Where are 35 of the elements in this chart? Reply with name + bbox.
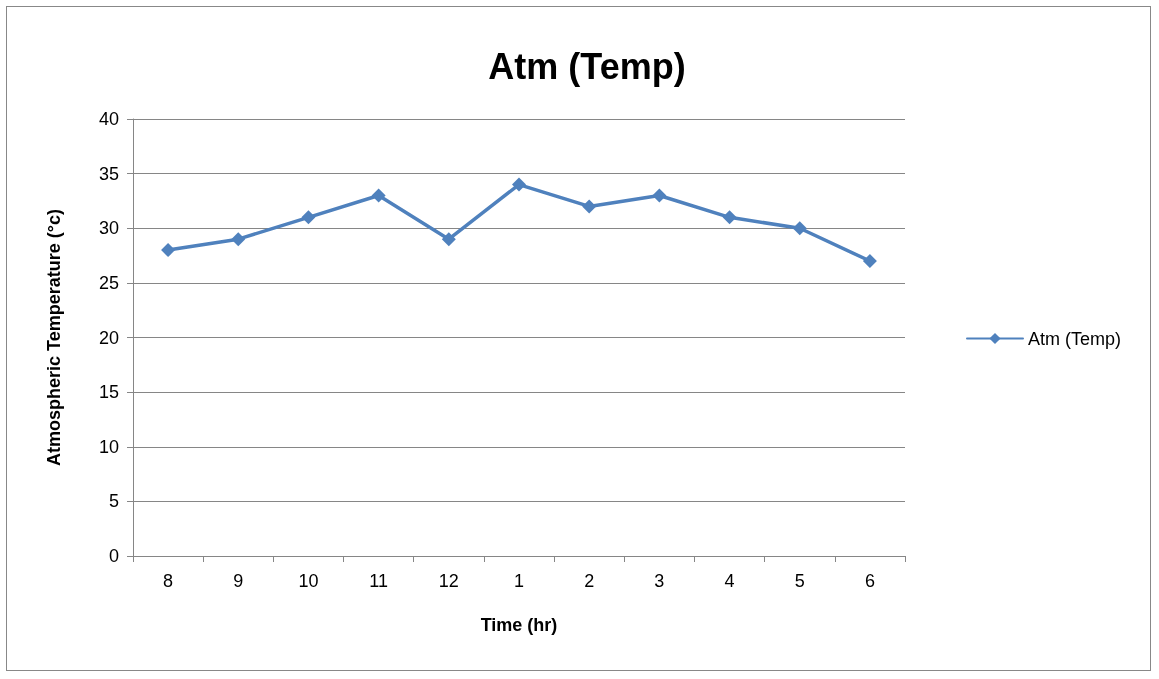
point xyxy=(792,221,807,236)
x-tick-label: 2 xyxy=(584,571,595,591)
y-tick-label: 15 xyxy=(98,382,119,403)
y-tick-label: 25 xyxy=(98,272,119,293)
point xyxy=(231,232,246,247)
x-axis-title: Time (hr) xyxy=(480,615,558,635)
y-tick-label: 5 xyxy=(108,491,119,512)
x-tick-label: 10 xyxy=(298,571,319,591)
point xyxy=(441,232,456,247)
y-tick-label: 30 xyxy=(98,218,119,239)
y-tick-label: 40 xyxy=(98,109,119,129)
x-tick-label: 11 xyxy=(369,571,388,591)
point xyxy=(862,254,877,269)
x-tick-label: 12 xyxy=(438,571,459,591)
x-tick-label: 6 xyxy=(864,571,875,591)
y-tick-label: 35 xyxy=(98,163,119,184)
y-tick-label: 20 xyxy=(98,327,119,348)
x-tick-label: 5 xyxy=(794,571,805,591)
x-tick-label: 9 xyxy=(233,571,244,591)
point xyxy=(652,188,667,203)
point xyxy=(512,177,526,192)
y-tick-label: 0 xyxy=(108,546,119,566)
y-tick-label: 10 xyxy=(98,436,119,457)
x-tick-label: 8 xyxy=(163,571,174,591)
y-axis-title: Atmospheric Temperature (°c) xyxy=(44,209,64,466)
chart-title: Atm (Temp) xyxy=(488,45,686,87)
legend-label: Atm (Temp) xyxy=(1027,328,1122,349)
point xyxy=(722,210,737,225)
point xyxy=(301,210,316,225)
point xyxy=(371,188,386,203)
x-tick-label: 1 xyxy=(513,571,525,591)
point xyxy=(582,199,597,214)
point xyxy=(161,243,176,258)
x-tick-label: 4 xyxy=(724,571,735,591)
x-tick-label: 3 xyxy=(654,571,665,591)
